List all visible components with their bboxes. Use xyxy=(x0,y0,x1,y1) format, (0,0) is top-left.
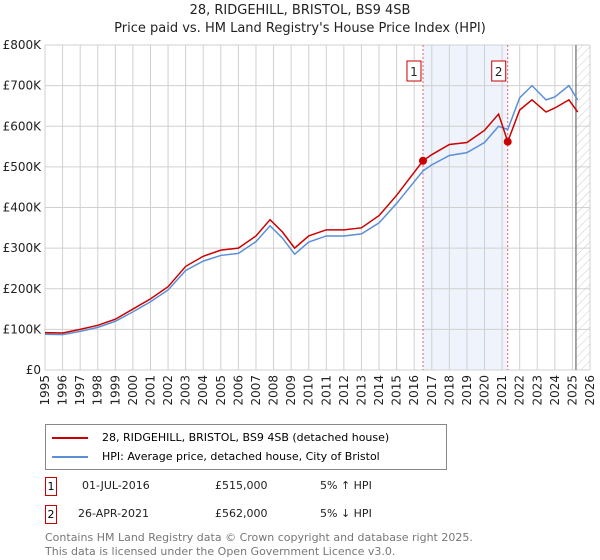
sale-hpi-diff: 5% ↑ HPI xyxy=(320,479,372,492)
sale-price: £515,000 xyxy=(215,479,268,492)
x-tick-label: 2026 xyxy=(583,375,597,406)
x-tick-label: 1999 xyxy=(108,375,122,406)
legend-label: HPI: Average price, detached house, City… xyxy=(102,450,380,463)
x-tick-label: 2017 xyxy=(425,375,439,406)
legend-label: 28, RIDGEHILL, BRISTOL, BS9 4SB (detache… xyxy=(102,431,390,444)
x-tick-label: 2023 xyxy=(530,375,544,406)
sale-hpi-diff: 5% ↓ HPI xyxy=(320,507,372,520)
x-tick-label: 2009 xyxy=(284,375,298,406)
sale-date: 26-APR-2021 xyxy=(78,507,150,520)
x-tick-label: 2003 xyxy=(179,375,193,406)
sale-point xyxy=(503,137,512,146)
y-tick-label: £500K xyxy=(3,160,43,174)
y-tick-label: £700K xyxy=(3,79,43,93)
x-tick-label: 2006 xyxy=(231,375,245,406)
hpi-line xyxy=(44,84,579,336)
legend: 28, RIDGEHILL, BRISTOL, BS9 4SB (detache… xyxy=(45,424,447,470)
chart-title: 28, RIDGEHILL, BRISTOL, BS9 4SB xyxy=(189,3,411,18)
property-price-line xyxy=(44,98,579,334)
plot-area: 1995 1996 1997 1998 1999 2000 2001 2002 2003 2004… xyxy=(3,38,597,406)
legend-swatch xyxy=(52,437,88,439)
x-tick-label: 2005 xyxy=(214,375,228,406)
x-tick-label: 1995 xyxy=(38,375,52,406)
x-tick-label: 2000 xyxy=(126,375,140,406)
sale-date: 01-JUL-2016 xyxy=(82,479,150,492)
sale-marker-box: 2 xyxy=(45,505,57,524)
y-tick-label: £200K xyxy=(3,282,43,296)
x-tick-label: 2008 xyxy=(267,375,281,406)
x-tick-label: 1996 xyxy=(56,375,70,406)
y-tick-label: £100K xyxy=(3,322,43,336)
x-tick-label: 2016 xyxy=(407,375,421,406)
sale-label-box xyxy=(491,60,507,82)
x-tick-label: 2018 xyxy=(442,375,456,406)
copyright-notice: Contains HM Land Registry data © Crown c… xyxy=(45,531,473,544)
x-tick-label: 2024 xyxy=(548,375,562,406)
x-tick-label: 2012 xyxy=(337,375,351,406)
x-tick-label: 2021 xyxy=(495,375,509,406)
x-tick-label: 2025 xyxy=(565,375,579,406)
x-tick-label: 2011 xyxy=(319,375,333,406)
x-tick-label: 1998 xyxy=(91,375,105,406)
x-tick-label: 2004 xyxy=(196,375,210,406)
x-tick-label: 2002 xyxy=(161,375,175,406)
y-tick-label: £800K xyxy=(3,38,43,52)
x-tick-label: 2001 xyxy=(143,375,157,406)
legend-item-hpi: HPI: Average price, detached house, City… xyxy=(52,450,380,464)
licence-notice: This data is licensed under the Open Gov… xyxy=(45,545,396,558)
y-tick-label: £400K xyxy=(3,201,43,215)
x-tick-label: 2019 xyxy=(460,375,474,406)
sale-label: 1 xyxy=(410,65,418,79)
x-tick-label: 2007 xyxy=(249,375,263,406)
sale-label-box xyxy=(406,60,422,82)
x-tick-label: 1997 xyxy=(73,375,87,406)
x-tick-label: 2020 xyxy=(478,375,492,406)
x-tick-label: 2022 xyxy=(513,375,527,406)
y-tick-label: £300K xyxy=(3,241,43,255)
x-tick-label: 2013 xyxy=(354,375,368,406)
x-tick-label: 2010 xyxy=(302,375,316,406)
legend-swatch xyxy=(52,456,88,458)
sale-label: 2 xyxy=(495,65,503,79)
legend-item-property: 28, RIDGEHILL, BRISTOL, BS9 4SB (detache… xyxy=(52,431,389,445)
sale-marker-box: 1 xyxy=(45,477,57,496)
x-tick-label: 2015 xyxy=(390,375,404,406)
chart-subtitle: Price paid vs. HM Land Registry's House … xyxy=(114,21,486,36)
y-tick-label: £600K xyxy=(3,119,43,133)
x-tick-label: 2014 xyxy=(372,375,386,406)
sale-price: £562,000 xyxy=(215,507,268,520)
sale-point xyxy=(418,156,427,165)
y-tick-label: £0 xyxy=(26,363,41,377)
